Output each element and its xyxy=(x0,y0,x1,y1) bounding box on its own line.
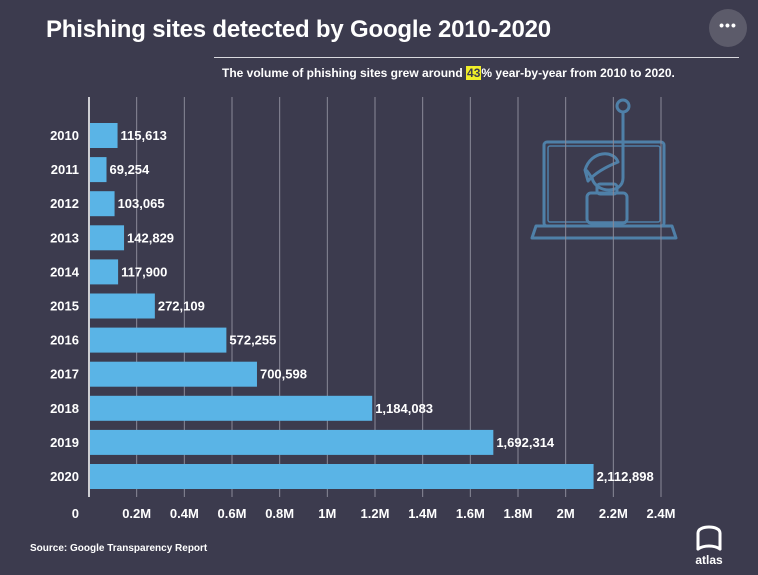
bar-2014 xyxy=(90,259,119,285)
bar-2019 xyxy=(90,429,494,455)
value-label: 142,829 xyxy=(127,230,174,245)
subtitle-text-end: % year-by-year from 2010 to 2020. xyxy=(481,66,675,80)
category-label: 2011 xyxy=(51,162,79,177)
bar-2016 xyxy=(90,327,227,353)
value-label: 115,613 xyxy=(121,128,167,143)
value-label: 272,109 xyxy=(158,299,205,314)
more-icon: ••• xyxy=(719,16,737,33)
bar-2018 xyxy=(90,395,373,421)
x-tick-label: 1.2M xyxy=(361,506,390,521)
chart-bars xyxy=(90,123,594,489)
value-label: 700,598 xyxy=(260,367,307,382)
category-labels: 2010 2011 2012 2013 2014 2015 2016 2017 2018 2019… xyxy=(50,128,80,484)
subtitle-divider xyxy=(214,57,739,58)
category-label: 2016 xyxy=(50,333,79,348)
atlas-wordmark: atlas xyxy=(695,553,723,567)
category-label: 2015 xyxy=(50,299,79,314)
chart-title: Phishing sites detected by Google 2010-2… xyxy=(46,16,551,43)
category-label: 2012 xyxy=(50,196,79,211)
value-label: 2,112,898 xyxy=(597,469,654,484)
bar-2017 xyxy=(90,361,257,387)
chart-subtitle: The volume of phishing sites grew around… xyxy=(222,66,675,80)
category-label: 2017 xyxy=(50,367,79,382)
source-note: Source: Google Transparency Report xyxy=(30,543,208,554)
bar-2013 xyxy=(90,225,125,251)
bar-2015 xyxy=(90,293,155,319)
bar-2010 xyxy=(90,123,118,148)
value-label: 69,254 xyxy=(110,162,151,177)
category-label: 2020 xyxy=(50,469,79,484)
value-label: 1,184,083 xyxy=(375,401,433,416)
category-label: 2014 xyxy=(50,264,80,279)
x-tick-label: 0.2M xyxy=(122,506,151,521)
x-tick-label: 2.4M xyxy=(647,506,676,521)
phishing-laptop-icon xyxy=(530,98,678,240)
x-tick-label: 1.6M xyxy=(456,506,485,521)
subtitle-text-start: The volume of phishing sites grew around xyxy=(222,66,467,80)
category-label: 2013 xyxy=(50,230,79,245)
x-tick-label: 0 xyxy=(72,506,79,521)
x-axis-tick-labels: 0 0.2M 0.4M 0.6M 0.8M 1M 1.2M 1.4M 1.6M 1.8M 2M 2.2… xyxy=(72,506,676,521)
x-tick-label: 2.2M xyxy=(599,506,628,521)
x-tick-label: 2M xyxy=(557,506,575,521)
bar-2012 xyxy=(90,191,115,217)
value-label: 572,255 xyxy=(229,333,276,348)
atlas-logo: atlas xyxy=(695,525,723,567)
subtitle-highlight: 43 xyxy=(466,66,482,80)
x-tick-label: 1.8M xyxy=(504,506,533,521)
category-label: 2010 xyxy=(50,128,79,143)
more-options-button[interactable]: ••• xyxy=(709,9,747,47)
x-tick-label: 0.8M xyxy=(265,506,294,521)
value-label: 1,692,314 xyxy=(496,435,555,450)
bar-2020 xyxy=(90,464,594,489)
category-label: 2019 xyxy=(50,435,79,450)
x-tick-label: 0.6M xyxy=(218,506,247,521)
bar-2011 xyxy=(90,157,107,183)
x-tick-label: 1.4M xyxy=(408,506,437,521)
value-labels: 115,613 69,254 103,065 142,829 117,900 272,10… xyxy=(110,128,654,484)
category-label: 2018 xyxy=(50,401,79,416)
x-tick-label: 0.4M xyxy=(170,506,199,521)
x-tick-label: 1M xyxy=(318,506,336,521)
value-label: 103,065 xyxy=(118,196,165,211)
value-label: 117,900 xyxy=(121,264,167,279)
